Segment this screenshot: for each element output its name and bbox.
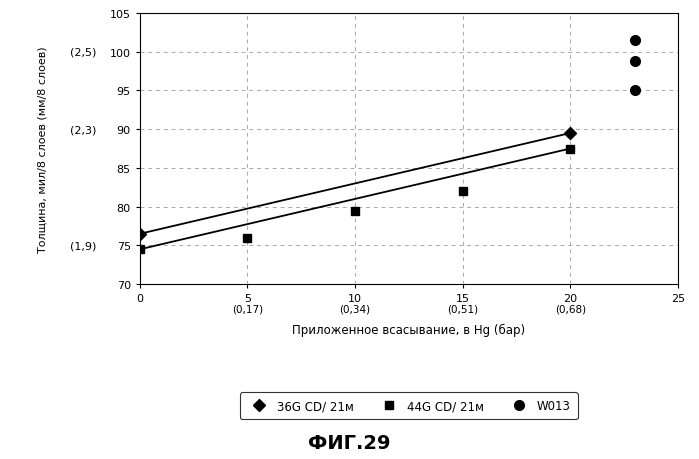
Text: (0,17): (0,17) [232, 304, 263, 314]
Y-axis label: Толщина, мил/8 слоев (мм/8 слоев): Толщина, мил/8 слоев (мм/8 слоев) [37, 46, 48, 252]
Legend: 36G CD/ 21м, 44G CD/ 21м, W013: 36G CD/ 21м, 44G CD/ 21м, W013 [240, 392, 578, 420]
Text: (0,68): (0,68) [555, 304, 586, 314]
Text: ФИГ.29: ФИГ.29 [308, 433, 391, 452]
Text: (0,34): (0,34) [340, 304, 370, 314]
Text: (0,51): (0,51) [447, 304, 478, 314]
Text: (1,9): (1,9) [70, 241, 96, 251]
Text: (2,5): (2,5) [70, 47, 96, 57]
Text: (2,3): (2,3) [70, 125, 96, 135]
X-axis label: Приложенное всасывание, в Hg (бар): Приложенное всасывание, в Hg (бар) [292, 323, 526, 336]
